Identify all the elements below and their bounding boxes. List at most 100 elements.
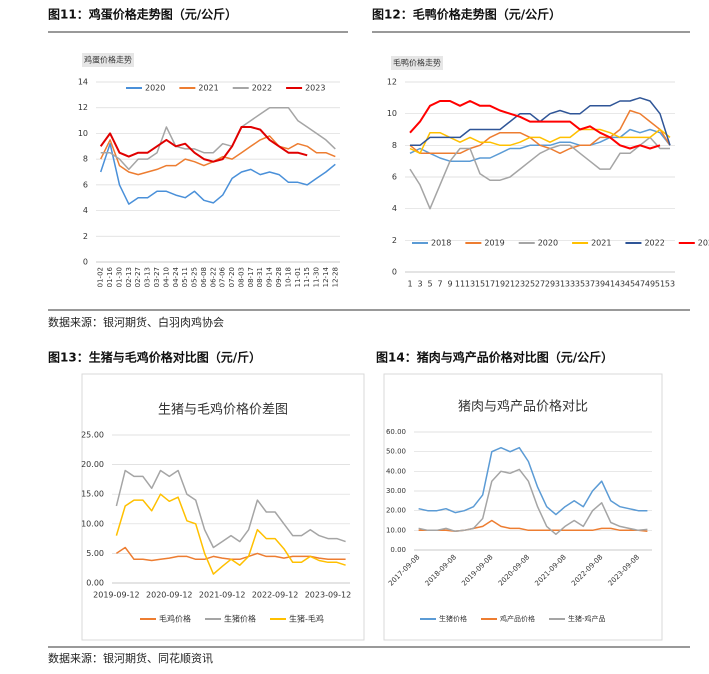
x-tick-label: 21 — [505, 280, 515, 289]
y-tick-label: 8 — [83, 155, 88, 164]
x-tick-label: 45 — [625, 280, 635, 289]
legend-label: 2019 — [484, 239, 504, 248]
series-line — [409, 136, 670, 210]
x-tick-label: 2019-09-08 — [460, 553, 494, 587]
source-note: 数据来源：银河期货、同花顺资讯 — [48, 651, 213, 665]
y-tick-label: 10 — [387, 109, 397, 118]
x-tick-label: 03-27 — [153, 267, 161, 287]
legend-label: 2023 — [698, 239, 709, 248]
x-tick-label: 19 — [495, 280, 505, 289]
y-tick-label: 2 — [392, 236, 397, 245]
x-tick-label: 39 — [595, 280, 605, 289]
y-tick-label: 0 — [392, 268, 397, 277]
x-tick-label: 08-17 — [247, 267, 255, 287]
x-tick-label: 43 — [615, 280, 625, 289]
y-tick-label: 2 — [83, 232, 88, 241]
y-tick-label: 25.00 — [81, 431, 104, 440]
y-tick-label: 50.00 — [386, 448, 406, 456]
x-tick-label: 35 — [575, 280, 585, 289]
x-tick-label: 5 — [427, 280, 432, 289]
source-note: 数据来源：银河期货、白羽肉鸡协会 — [48, 315, 224, 329]
y-tick-label: 4 — [392, 204, 397, 213]
x-tick-label: 2019-09-12 — [93, 591, 140, 600]
y-tick-label: 0.00 — [390, 546, 406, 554]
chart-title-box — [82, 53, 134, 67]
x-tick-label: 09-28 — [275, 267, 283, 287]
y-tick-label: 20.00 — [81, 460, 104, 469]
x-tick-label: 23 — [515, 280, 525, 289]
x-tick-label: 04-10 — [162, 267, 170, 287]
x-tick-label: 08-03 — [237, 267, 245, 287]
y-tick-label: 8 — [392, 141, 397, 150]
y-tick-label: 20.00 — [386, 507, 406, 515]
legend-label: 2022 — [252, 84, 272, 93]
x-tick-label: 27 — [535, 280, 545, 289]
series-line — [409, 109, 671, 155]
x-tick-label: 11 — [455, 280, 465, 289]
x-tick-label: 12-14 — [322, 266, 330, 287]
x-tick-label: 25 — [525, 280, 535, 289]
legend-label: 2023 — [305, 84, 325, 93]
y-tick-label: 0.00 — [86, 579, 104, 588]
chart-title: 毛鸭价格走势 — [393, 58, 441, 68]
x-tick-label: 2022-09-12 — [252, 591, 299, 600]
x-tick-label: 2017-09-08 — [387, 553, 421, 587]
series-line — [418, 519, 648, 533]
x-tick-label: 47 — [635, 280, 645, 289]
chart-title: 生猪与毛鸡价格价差图 — [158, 402, 288, 418]
x-tick-label: 06-08 — [200, 267, 208, 287]
x-tick-label: 17 — [485, 280, 495, 289]
x-tick-label: 7 — [437, 280, 442, 289]
x-tick-label: 03-13 — [144, 267, 152, 287]
x-tick-label: 37 — [585, 280, 595, 289]
x-tick-label: 9 — [447, 280, 452, 289]
series-line — [100, 135, 336, 176]
x-tick-label: 3 — [417, 280, 422, 289]
series-line — [115, 546, 346, 562]
x-tick-label: 05-11 — [181, 267, 189, 287]
x-tick-label: 13 — [465, 280, 475, 289]
x-tick-label: 2022-09-08 — [570, 553, 604, 587]
legend-label: 2021 — [198, 84, 218, 93]
x-tick-label: 2018-09-08 — [424, 553, 458, 587]
legend-label: 生猪-鸡产品 — [568, 614, 606, 623]
legend-label: 鸡产品价格 — [500, 614, 535, 623]
legend-label: 2020 — [145, 84, 165, 93]
y-tick-label: 60.00 — [386, 428, 406, 436]
series-line — [99, 142, 336, 205]
y-tick-label: 0 — [83, 258, 88, 267]
chart-title: 猪肉与鸡产品价格对比 — [458, 399, 588, 415]
legend-label: 生猪价格 — [439, 614, 467, 623]
legend-label: 毛鸡价格 — [159, 614, 191, 624]
x-tick-label: 05-25 — [191, 267, 199, 287]
legend-label: 2020 — [538, 239, 558, 248]
x-tick-label: 33 — [565, 280, 575, 289]
x-tick-label: 04-24 — [172, 266, 180, 287]
legend-label: 生猪-毛鸡 — [289, 614, 324, 624]
chart-frame — [81, 373, 365, 641]
x-tick-label: 09-14 — [266, 266, 274, 287]
x-tick-label: 12-28 — [331, 267, 339, 287]
legend-label: 2022 — [644, 239, 664, 248]
series-line — [115, 493, 346, 575]
legend-label: 2018 — [431, 239, 451, 248]
chart-title-box — [391, 56, 443, 70]
x-tick-label: 01-02 — [97, 267, 105, 287]
x-tick-label: 2020-09-08 — [497, 553, 531, 587]
x-tick-label: 41 — [605, 280, 615, 289]
y-tick-label: 6 — [392, 173, 397, 182]
x-tick-label: 2023-09-08 — [607, 553, 641, 587]
series-line — [409, 128, 671, 155]
y-tick-label: 10 — [78, 129, 88, 138]
x-tick-label: 07-20 — [228, 267, 236, 287]
series-line — [418, 468, 648, 536]
y-tick-label: 5.00 — [86, 549, 104, 558]
x-tick-label: 01-16 — [106, 266, 114, 287]
x-tick-label: 2023-09-12 — [305, 591, 352, 600]
y-tick-label: 15.00 — [81, 490, 104, 499]
y-tick-label: 4 — [83, 206, 88, 215]
series-line — [99, 126, 308, 163]
x-tick-label: 2020-09-12 — [146, 591, 193, 600]
x-tick-label: 2021-09-08 — [533, 553, 567, 587]
x-tick-label: 02-13 — [125, 267, 133, 287]
